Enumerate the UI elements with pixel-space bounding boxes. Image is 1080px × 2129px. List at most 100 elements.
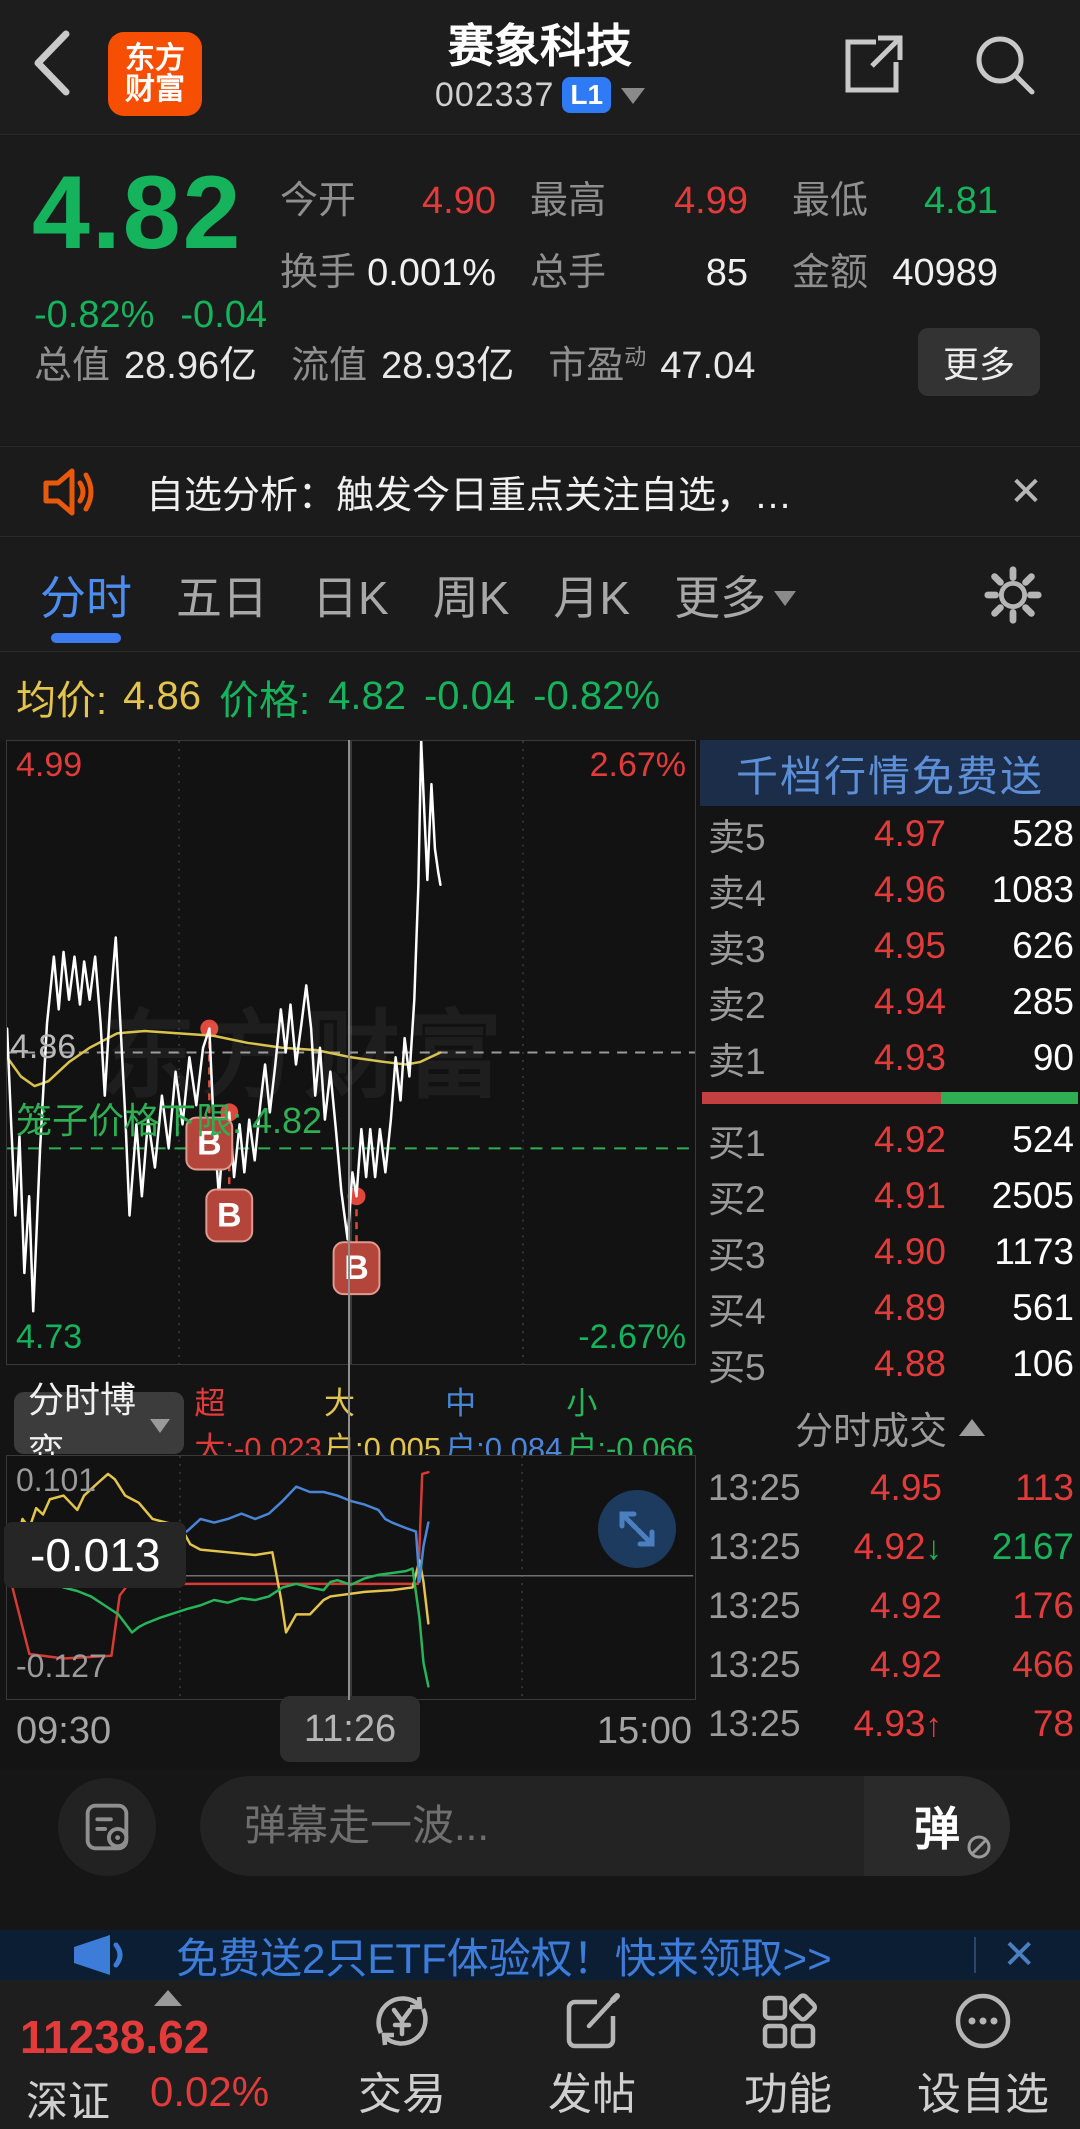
back-icon[interactable] — [22, 28, 82, 98]
logo-text-1: 东方 — [125, 41, 185, 75]
order-row[interactable]: 买3 4.90 1173 — [708, 1231, 1074, 1276]
nav-post[interactable]: 发帖 — [502, 1980, 682, 2122]
current-price: 4.82 — [32, 155, 243, 271]
nav-trade[interactable]: 交易 — [312, 1980, 492, 2122]
stock-code: 002337 — [434, 76, 555, 114]
time-end: 15:00 — [596, 1710, 692, 1752]
notice-close-icon[interactable]: ✕ — [1009, 469, 1043, 514]
search-icon[interactable] — [970, 30, 1040, 100]
settings-gear-icon[interactable] — [982, 564, 1044, 626]
order-book-panel: 千档行情免费送 卖5 4.97 528 卖4 4.96 1083 卖3 4.95 626 卖2 4.… — [700, 740, 1080, 1770]
order-row[interactable]: 买2 4.91 2505 — [708, 1175, 1074, 1220]
page-title: 赛象科技 — [448, 20, 632, 72]
avg-value: 4.86 — [123, 674, 201, 718]
crosshair-value-readout: -0.013 — [4, 1522, 187, 1588]
etf-promo-banner[interactable]: 免费送2只ETF体验权！快来领取>> ✕ — [0, 1930, 1080, 1982]
subchart-header: 分时博弈 超大:-0.023 大户:0.005 中户:0.084 小户:-0.0… — [6, 1379, 696, 1472]
nav-features[interactable]: 功能 — [698, 1980, 878, 2122]
svg-text:B: B — [217, 1196, 241, 1234]
buy-sell-gauge — [702, 1092, 1078, 1104]
index-name: 深证 — [26, 2078, 111, 2125]
megaphone-icon — [74, 1935, 123, 1975]
danmaku-send-button[interactable]: 弹 — [864, 1776, 1010, 1876]
price-value: 4.82 — [328, 674, 406, 718]
comment-list-icon — [85, 1803, 129, 1851]
price-change: -0.82% -0.04 — [34, 294, 293, 337]
price-change-value: -0.04 — [423, 674, 516, 718]
stat-low: 最低 4.81 — [792, 179, 999, 222]
watchlist-ellipsis-icon — [955, 1993, 1011, 2049]
notice-bar[interactable]: 自选分析：触发今日重点关注自选，… ✕ — [0, 446, 1080, 537]
eastmoney-logo: 东方 财富 — [108, 32, 202, 116]
external-link-icon[interactable] — [838, 30, 908, 100]
tab-daily-k[interactable]: 日K — [312, 571, 389, 624]
stock-code-row[interactable]: 002337 L1 — [0, 76, 1080, 115]
danmaku-settings-button[interactable] — [58, 1778, 156, 1876]
collapse-up-icon — [959, 1418, 985, 1436]
post-edit-icon — [566, 1993, 620, 2049]
tab-intraday[interactable]: 分时 — [40, 538, 132, 651]
features-grid-icon — [762, 1993, 818, 2049]
order-row[interactable]: 买1 4.92 524 — [708, 1119, 1074, 1164]
logo-text-2: 财富 — [125, 73, 185, 106]
tick-trades-list: 13:25 4.95 113 13:25 4.92↓ 2167 13:25 4.92 176 13… — [700, 1458, 1080, 1753]
tab-weekly-k[interactable]: 周K — [432, 571, 510, 624]
chart-high-label: 4.99 — [16, 746, 83, 784]
subchart-selector[interactable]: 分时博弈 — [14, 1379, 185, 1472]
stat-open: 今开 4.90 — [280, 179, 497, 222]
intraday-chart[interactable]: BBB — [6, 740, 696, 1365]
stat-pe-label: 市盈动 — [548, 344, 647, 387]
fullscreen-expand-icon[interactable] — [598, 1490, 676, 1568]
comment-input-pill: 弹 — [200, 1776, 1010, 1876]
order-row[interactable]: 卖3 4.95 626 — [708, 925, 1074, 970]
tick-trade-row: 13:25 4.95 113 — [708, 1466, 1074, 1508]
code-dropdown-icon — [621, 88, 646, 104]
order-row[interactable]: 卖1 4.93 90 — [708, 1037, 1074, 1082]
comment-bar: 弹 — [0, 1770, 1080, 1930]
stat-float-label: 流值 — [291, 345, 368, 387]
tab-5day[interactable]: 五日 — [176, 571, 268, 624]
chevron-down-icon — [774, 591, 797, 606]
comment-input[interactable] — [244, 1802, 864, 1850]
tab-more[interactable]: 更多 — [674, 562, 797, 628]
order-row[interactable]: 卖2 4.94 285 — [708, 981, 1074, 1026]
level1-badge: L1 — [562, 77, 612, 113]
sell-pressure-bar — [702, 1092, 941, 1104]
tick-trades-header[interactable]: 分时成交 — [700, 1398, 1080, 1456]
crosshair-time-readout: 11:26 — [280, 1696, 420, 1762]
nav-add-watchlist[interactable]: 设自选 — [886, 1980, 1080, 2122]
more-button[interactable]: 更多 — [918, 328, 1040, 396]
level-data-promo-banner[interactable]: 千档行情免费送 — [700, 740, 1080, 806]
chevron-down-icon — [150, 1419, 171, 1433]
avg-line-label: 4.86 — [10, 1028, 77, 1066]
quote-section: 4.82 -0.82% -0.04 今开 4.90 最高 4.99 最低 4.81 换手… — [0, 136, 1080, 445]
tab-monthly-k[interactable]: 月K — [553, 571, 631, 624]
promo-text: 免费送2只ETF体验权！快来领取>> — [176, 1934, 832, 1982]
stat-mktcap-label: 总值 — [34, 345, 111, 387]
index-value: 11238.62 — [20, 2011, 210, 2063]
stat-amount: 金额 40989 — [792, 251, 999, 294]
stat-turnover: 换手 0.001% — [280, 251, 497, 294]
svg-text:B: B — [197, 1125, 221, 1163]
quote-stats: 今开 4.90 最高 4.99 最低 4.81 换手 0.001% 总手 85 金额 409… — [280, 160, 1060, 304]
danmaku-off-badge-icon — [967, 1835, 991, 1859]
subchart-min-label: -0.127 — [16, 1648, 107, 1684]
change-percent: -0.82% — [34, 294, 155, 336]
order-row[interactable]: 买5 4.88 106 — [708, 1343, 1074, 1388]
order-row[interactable]: 卖4 4.96 1083 — [708, 869, 1074, 914]
promo-close-icon[interactable]: ✕ — [1002, 1933, 1036, 1977]
stat-mktcap-value: 28.96亿 — [124, 345, 258, 387]
notice-text: 自选分析：触发今日重点关注自选，… — [146, 475, 793, 517]
stat-volume: 总手 85 — [530, 251, 749, 294]
change-value: -0.04 — [180, 294, 268, 336]
sell-orders-list: 卖5 4.97 528 卖4 4.96 1083 卖3 4.95 626 卖2 4.94 285 卖1 4… — [700, 806, 1080, 1086]
bottom-nav: 11238.62 深证 0.02% 交易 发帖 — [0, 1980, 1080, 2129]
divider — [974, 1937, 977, 1973]
order-row[interactable]: 买4 4.89 561 — [708, 1287, 1074, 1332]
avg-label: 均价: — [16, 678, 108, 723]
header: 东方 财富 赛象科技 002337 L1 — [0, 0, 1080, 135]
tick-trade-row: 13:25 4.92 176 — [708, 1584, 1074, 1626]
order-row[interactable]: 卖5 4.97 528 — [708, 813, 1074, 858]
chart-low-label: 4.73 — [16, 1318, 83, 1356]
